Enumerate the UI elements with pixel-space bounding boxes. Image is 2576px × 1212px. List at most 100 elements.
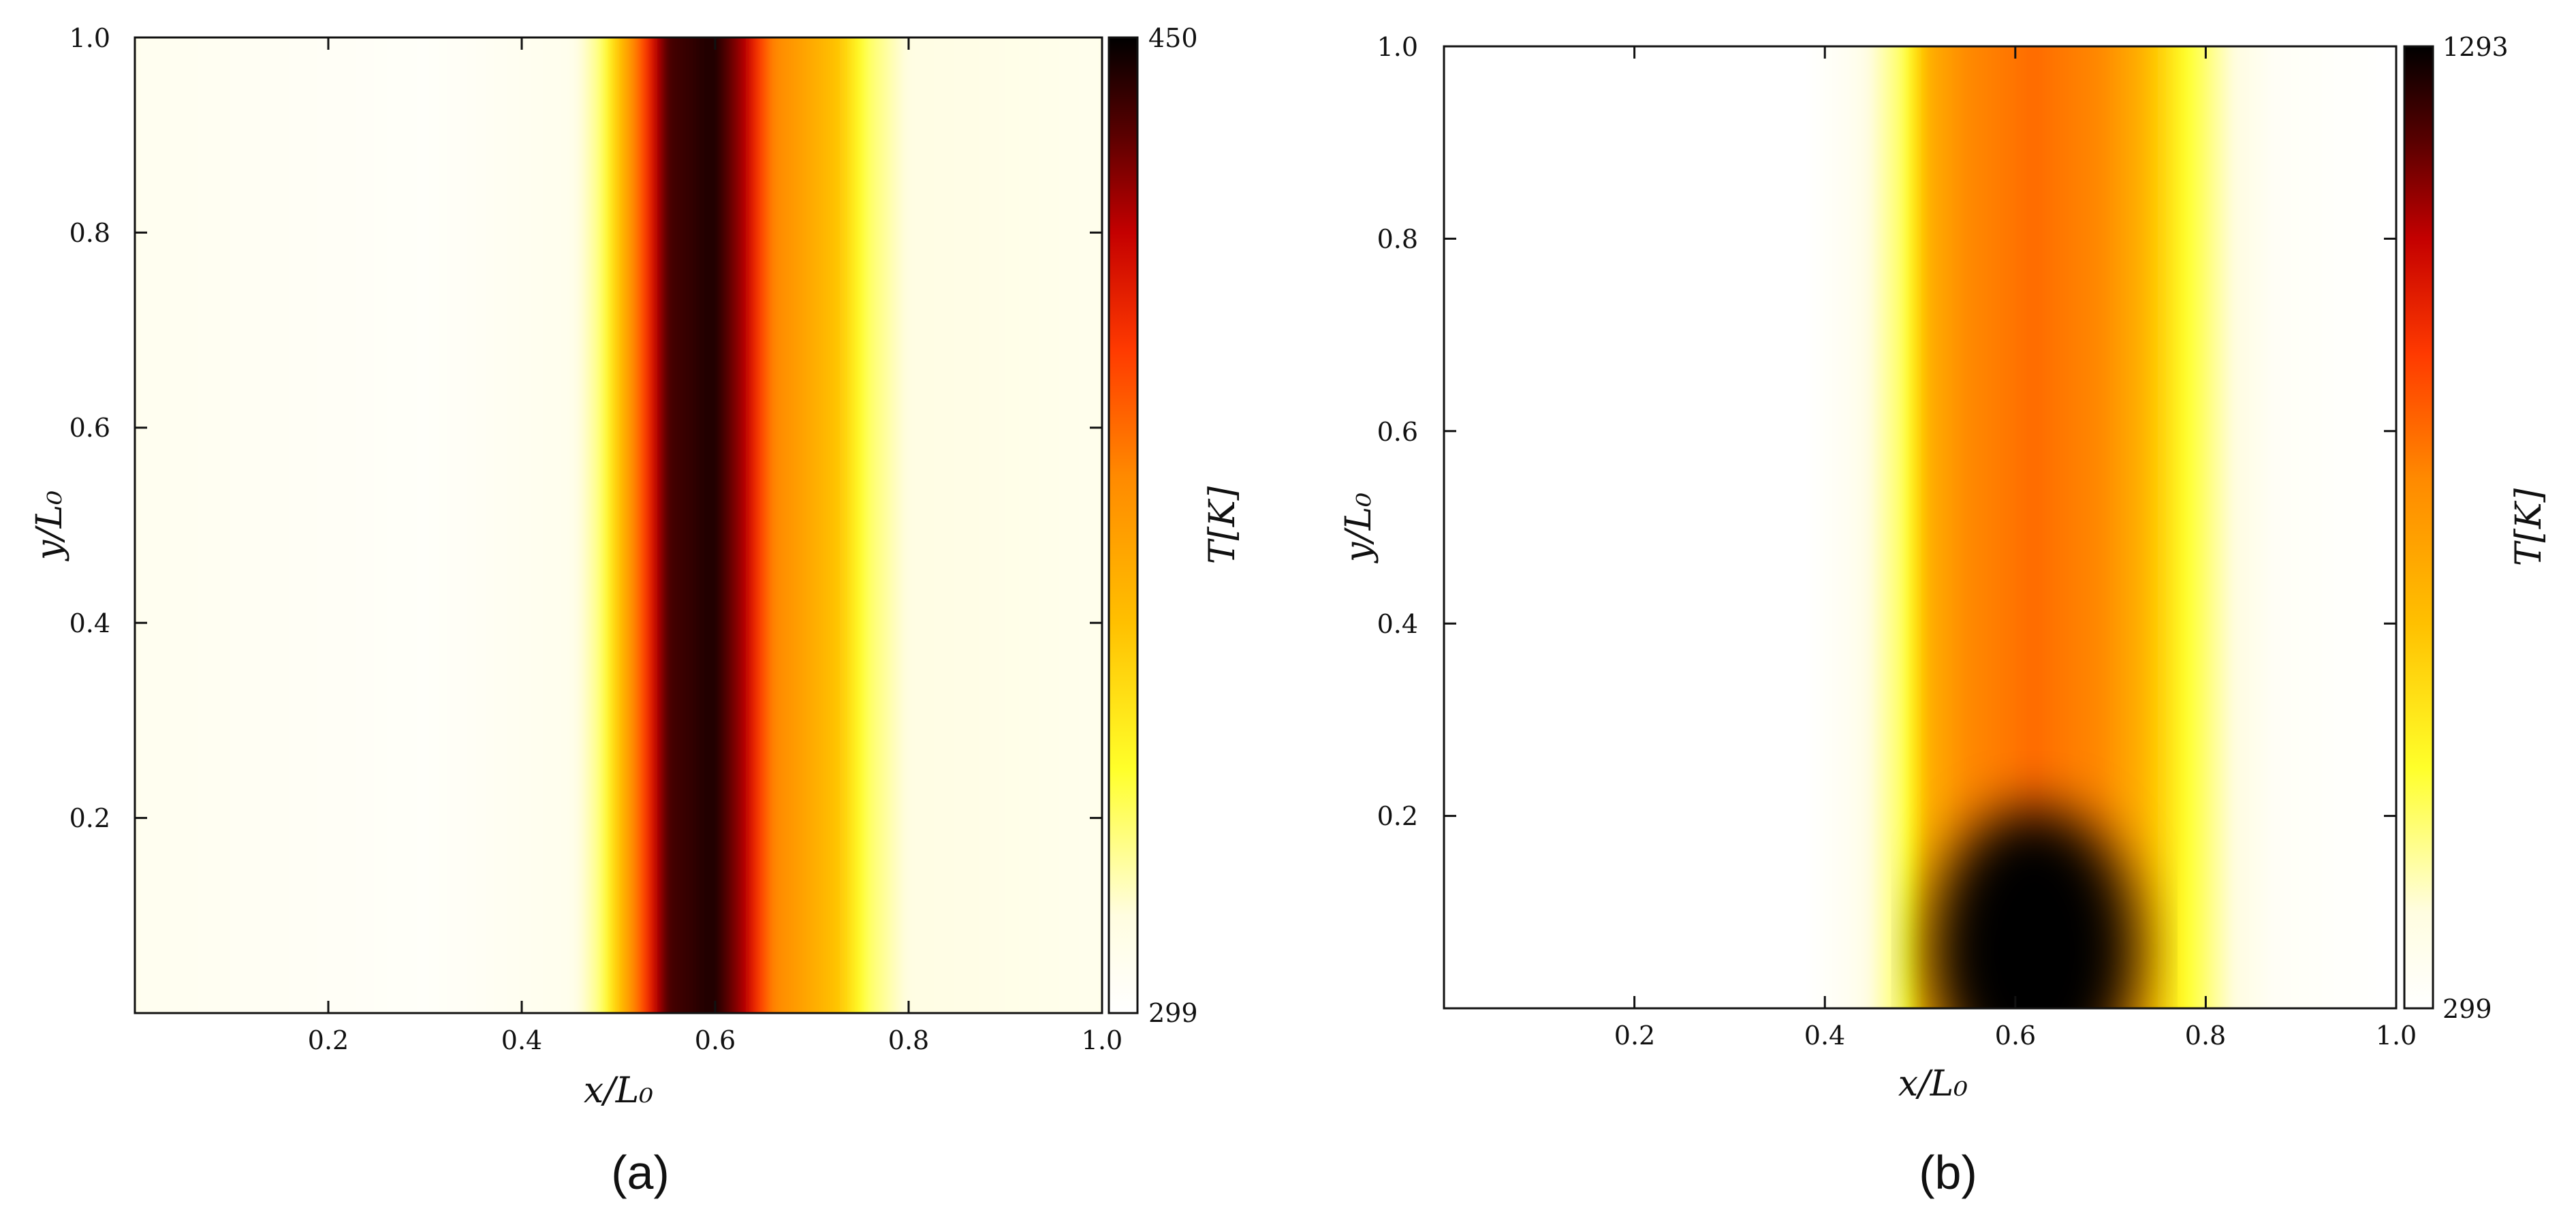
heatmap-cell	[1690, 46, 1695, 1008]
heatmap-cell	[1050, 37, 1054, 1013]
heatmap-cell	[989, 37, 994, 1013]
heatmap-cell	[465, 37, 471, 1013]
heatmap-cell	[348, 37, 354, 1013]
heatmap-cell	[2146, 46, 2151, 1008]
colorbar-a-max-label: 450	[1148, 23, 1198, 53]
heatmap-cell	[2376, 46, 2381, 1008]
heatmap-cell	[771, 37, 776, 1013]
heatmap-cell	[2011, 46, 2016, 1008]
heatmap-cell	[590, 37, 595, 1013]
heatmap-cell	[1519, 46, 1524, 1008]
heatmap-cell	[1710, 46, 1715, 1008]
heatmap-cell	[2312, 46, 2318, 1008]
heatmap-cell	[1491, 46, 1496, 1008]
heatmap-cell	[2321, 46, 2326, 1008]
heatmap-cell	[618, 37, 623, 1013]
heatmap-cell	[247, 37, 253, 1013]
heatmap-cell	[1741, 46, 1746, 1008]
heatmap-cell	[199, 37, 204, 1013]
heatmap-cell	[1721, 46, 1727, 1008]
heatmap-cell	[598, 37, 603, 1013]
heatmap-cell	[2142, 46, 2148, 1008]
heatmap-cell	[2328, 46, 2334, 1008]
heatmap-cell	[1765, 46, 1770, 1008]
heatmap-cell	[518, 37, 522, 1013]
heatmap-cell	[1444, 46, 1449, 1008]
heatmap-cell	[1618, 46, 1624, 1008]
y-tick-label: 0.6	[69, 413, 110, 443]
heatmap-cell	[1065, 37, 1071, 1013]
heatmap-cell	[2055, 46, 2060, 1008]
heatmap-cell	[1603, 46, 1607, 1008]
heatmap-cell	[1642, 46, 1648, 1008]
heatmap-cell	[421, 37, 426, 1013]
heatmap-cell	[373, 37, 377, 1013]
heatmap-cell	[1558, 46, 1564, 1008]
heatmap-cell	[283, 37, 289, 1013]
heatmap-cell	[848, 37, 853, 1013]
heatmap-cell	[900, 37, 906, 1013]
heatmap-cell	[235, 37, 240, 1013]
heatmap-cell	[2166, 46, 2171, 1008]
heatmap-cell	[1975, 46, 1981, 1008]
heatmap-cell	[2388, 46, 2393, 1008]
heatmap-cell	[260, 37, 265, 1013]
heatmap-cell	[1061, 37, 1067, 1013]
heatmap-cell	[2205, 46, 2211, 1008]
heatmap-cell	[1586, 46, 1592, 1008]
heatmap-cell	[1467, 46, 1473, 1008]
heatmap-cell	[1029, 37, 1035, 1013]
heatmap-cell	[489, 37, 494, 1013]
heatmap-cell	[1046, 37, 1051, 1013]
heatmap-cell	[808, 37, 813, 1013]
heatmap-cell	[2090, 46, 2096, 1008]
heatmap-cell	[1005, 37, 1010, 1013]
heatmap-cell	[232, 37, 236, 1013]
y-tick-label: 0.8	[69, 218, 110, 248]
heatmap-cell	[2241, 46, 2246, 1008]
heatmap-cell	[2316, 46, 2322, 1008]
heatmap-cell	[1773, 46, 1778, 1008]
heatmap-cell	[2261, 46, 2266, 1008]
heatmap-cell	[1967, 46, 1973, 1008]
heatmap-cell	[461, 37, 467, 1013]
heatmap-cell	[1971, 46, 1977, 1008]
heatmap-cell	[912, 37, 917, 1013]
heatmap-cell	[207, 37, 213, 1013]
heatmap-cell	[219, 37, 225, 1013]
heatmap-cell	[2237, 46, 2242, 1008]
colorbar-b-max-label: 1293	[2443, 32, 2509, 62]
heatmap-cell	[1483, 46, 1489, 1008]
heatmap-cell	[1964, 46, 1968, 1008]
heatmap-cell	[546, 37, 551, 1013]
heatmap-cell	[949, 37, 954, 1013]
heatmap-cell	[1928, 46, 1933, 1008]
heatmap-cell	[2197, 46, 2203, 1008]
heatmap-cell	[1714, 46, 1718, 1008]
heatmap-cell	[960, 37, 966, 1013]
heatmap-cell	[888, 37, 894, 1013]
heatmap-cell	[610, 37, 616, 1013]
heatmap-cell	[280, 37, 285, 1013]
heatmap-cell	[747, 37, 753, 1013]
heatmap-cell	[1579, 46, 1584, 1008]
heatmap-cell	[1098, 37, 1102, 1013]
heatmap-cell	[328, 37, 333, 1013]
heatmap-cell	[1860, 46, 1866, 1008]
heatmap-cell	[183, 37, 188, 1013]
heatmap-b-hot-core	[1932, 807, 2137, 1008]
heatmap-cell	[1033, 37, 1039, 1013]
heatmap-cell	[1781, 46, 1786, 1008]
heatmap-cell	[864, 37, 869, 1013]
heatmap-cell	[2023, 46, 2028, 1008]
heatmap-cell	[304, 37, 309, 1013]
heatmap-cell	[2047, 46, 2052, 1008]
heatmap-cell	[2043, 46, 2048, 1008]
heatmap-cell	[1805, 46, 1810, 1008]
heatmap-cell	[796, 37, 801, 1013]
heatmap-cell	[1706, 46, 1711, 1008]
heatmap-cell	[1503, 46, 1509, 1008]
heatmap-cell	[1995, 46, 2000, 1008]
heatmap-cell	[1896, 46, 1901, 1008]
heatmap-cell	[2150, 46, 2155, 1008]
